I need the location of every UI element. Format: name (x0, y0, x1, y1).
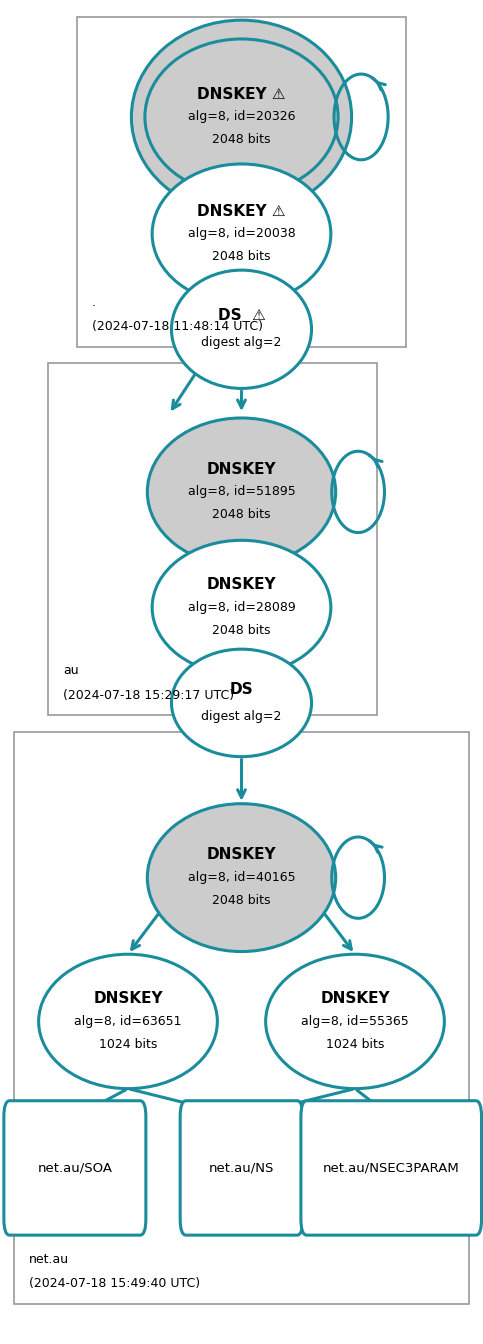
Text: 2048 bits: 2048 bits (212, 624, 271, 637)
Ellipse shape (147, 418, 336, 566)
Text: alg=8, id=40165: alg=8, id=40165 (188, 871, 295, 884)
Text: alg=8, id=63651: alg=8, id=63651 (74, 1015, 182, 1028)
FancyBboxPatch shape (77, 17, 406, 347)
Text: alg=8, id=28089: alg=8, id=28089 (187, 601, 296, 614)
Text: 2048 bits: 2048 bits (212, 250, 271, 263)
Ellipse shape (39, 954, 217, 1089)
Ellipse shape (152, 540, 331, 675)
Text: DNSKEY: DNSKEY (320, 991, 390, 1007)
Text: net.au: net.au (29, 1253, 69, 1266)
Text: DNSKEY: DNSKEY (207, 461, 276, 477)
Text: DNSKEY ⚠: DNSKEY ⚠ (197, 203, 286, 219)
Text: alg=8, id=20038: alg=8, id=20038 (187, 227, 296, 241)
Text: DS: DS (230, 681, 253, 698)
Text: digest alg=2: digest alg=2 (201, 710, 282, 723)
Text: 2048 bits: 2048 bits (212, 133, 271, 146)
Text: 2048 bits: 2048 bits (212, 508, 271, 521)
Text: net.au/NS: net.au/NS (209, 1161, 274, 1175)
Text: DNSKEY: DNSKEY (207, 577, 276, 593)
Ellipse shape (131, 20, 352, 214)
FancyBboxPatch shape (14, 732, 469, 1304)
Ellipse shape (147, 804, 336, 952)
FancyBboxPatch shape (180, 1101, 303, 1235)
Text: DNSKEY: DNSKEY (207, 847, 276, 863)
Text: (2024-07-18 15:29:17 UTC): (2024-07-18 15:29:17 UTC) (63, 688, 234, 702)
Text: (2024-07-18 15:49:40 UTC): (2024-07-18 15:49:40 UTC) (29, 1277, 200, 1290)
Text: DS  ⚠: DS ⚠ (218, 308, 265, 324)
Text: .: . (92, 296, 96, 309)
Text: au: au (63, 664, 78, 677)
Text: (2024-07-18 11:48:14 UTC): (2024-07-18 11:48:14 UTC) (92, 320, 263, 333)
Text: DNSKEY: DNSKEY (93, 991, 163, 1007)
Text: 1024 bits: 1024 bits (99, 1038, 157, 1051)
Text: alg=8, id=55365: alg=8, id=55365 (301, 1015, 409, 1028)
Ellipse shape (266, 954, 444, 1089)
Ellipse shape (171, 270, 312, 388)
Text: net.au/NSEC3PARAM: net.au/NSEC3PARAM (323, 1161, 460, 1175)
Text: digest alg=2: digest alg=2 (201, 336, 282, 349)
Text: DNSKEY ⚠: DNSKEY ⚠ (197, 86, 286, 102)
FancyBboxPatch shape (4, 1101, 146, 1235)
Text: net.au/SOA: net.au/SOA (37, 1161, 113, 1175)
Text: 2048 bits: 2048 bits (212, 894, 271, 907)
Ellipse shape (171, 649, 312, 757)
Text: alg=8, id=20326: alg=8, id=20326 (188, 110, 295, 124)
FancyBboxPatch shape (301, 1101, 482, 1235)
Text: 1024 bits: 1024 bits (326, 1038, 384, 1051)
Ellipse shape (152, 164, 331, 304)
Text: alg=8, id=51895: alg=8, id=51895 (187, 485, 296, 499)
FancyBboxPatch shape (48, 363, 377, 715)
Ellipse shape (145, 39, 338, 195)
